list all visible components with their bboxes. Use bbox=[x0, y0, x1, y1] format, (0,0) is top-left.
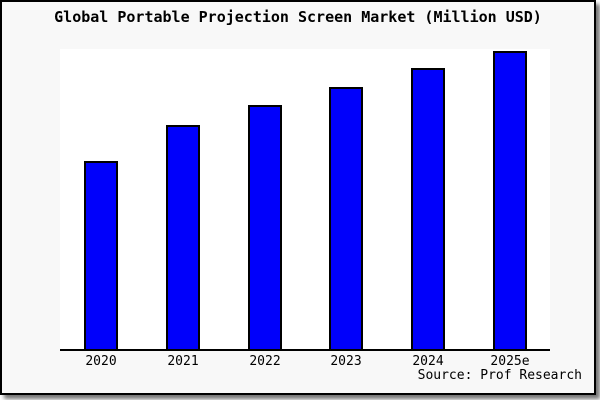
bar-2024 bbox=[411, 68, 445, 349]
x-tick-label-2021: 2021 bbox=[167, 354, 199, 369]
bar-2023 bbox=[329, 87, 363, 349]
bar-2022 bbox=[248, 105, 282, 349]
x-tick-label-2025e: 2025e bbox=[490, 354, 530, 369]
plot-area bbox=[60, 49, 550, 351]
x-tick-label-2022: 2022 bbox=[249, 354, 281, 369]
source-credit: Source: Prof Research bbox=[417, 368, 582, 383]
x-tick-label-2024: 2024 bbox=[412, 354, 444, 369]
x-tick-label-2020: 2020 bbox=[85, 354, 117, 369]
bar-2020 bbox=[84, 161, 118, 349]
bar-2025e bbox=[493, 51, 527, 349]
x-tick-label-2023: 2023 bbox=[330, 354, 362, 369]
chart-title: Global Portable Projection Screen Market… bbox=[54, 8, 542, 26]
bar-2021 bbox=[166, 125, 200, 349]
